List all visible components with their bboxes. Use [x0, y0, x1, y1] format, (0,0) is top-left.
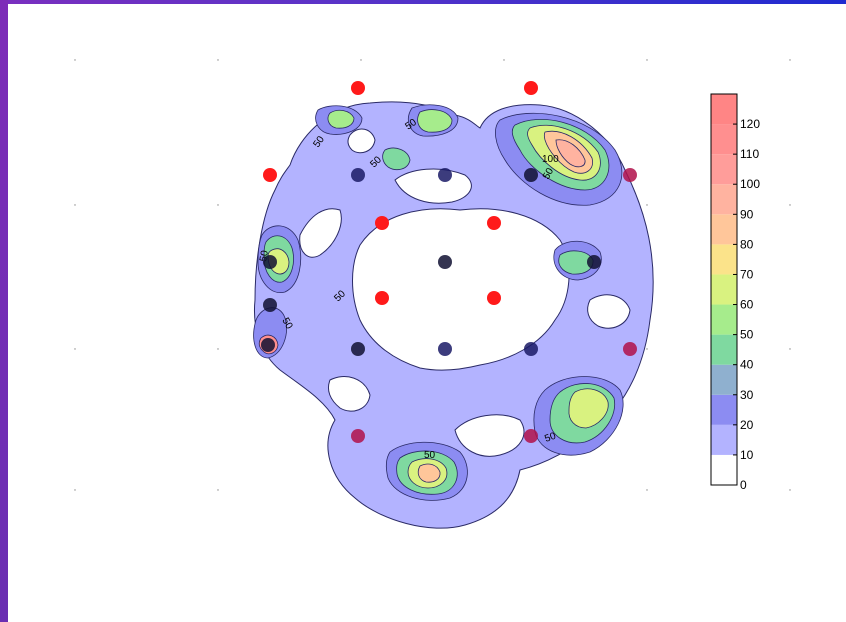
colorbar-band — [711, 334, 737, 365]
colorbar-band — [711, 364, 737, 395]
colorbar-band — [711, 214, 737, 245]
sensor-marker — [351, 168, 365, 182]
slide-top-border — [0, 0, 846, 4]
sensor-marker — [438, 255, 452, 269]
hole-upper-left — [347, 128, 376, 154]
band-60 — [568, 388, 609, 429]
sensor-marker — [487, 216, 501, 230]
grid-mark — [217, 204, 219, 206]
colorbar-tick-label: 90 — [740, 207, 754, 221]
sensor-marker — [623, 342, 637, 356]
colorbar-tick-label: 10 — [740, 448, 754, 462]
colorbar-band — [711, 394, 737, 425]
sensor-marker — [375, 291, 389, 305]
grid-mark — [789, 489, 791, 491]
grid-mark — [74, 204, 76, 206]
colorbar-tick-label: 120 — [740, 117, 760, 131]
grid-mark — [74, 59, 76, 61]
sensor-marker — [438, 168, 452, 182]
band-40 — [327, 109, 355, 129]
sensor-marker — [587, 255, 601, 269]
grid-mark — [503, 59, 505, 61]
sensor-marker — [524, 81, 538, 95]
contour-plot — [253, 101, 654, 529]
sensor-marker — [375, 216, 389, 230]
grid-mark — [789, 348, 791, 350]
sensor-marker — [438, 342, 452, 356]
sensor-marker — [524, 429, 538, 443]
grid-mark — [74, 348, 76, 350]
band-40 — [558, 250, 594, 275]
grid-mark — [217, 348, 219, 350]
grid-mark — [217, 489, 219, 491]
contour-label: 50 — [543, 431, 558, 445]
grid-mark — [646, 59, 648, 61]
grid-mark — [360, 59, 362, 61]
colorbar-band — [711, 94, 737, 125]
sensor-marker — [263, 255, 277, 269]
colorbar-tick-label: 110 — [740, 147, 759, 161]
colorbar-band — [711, 184, 737, 215]
sensor-marker — [524, 168, 538, 182]
colorbar-tick-label: 20 — [740, 418, 754, 432]
hole-top — [394, 168, 472, 204]
grid-mark — [646, 204, 648, 206]
colorbar-band — [711, 124, 737, 155]
band-40 — [417, 109, 453, 133]
colorbar-tick-label: 80 — [740, 237, 754, 251]
colorbar-band — [711, 424, 737, 455]
colorbar-frame — [710, 93, 738, 486]
hole-lower — [454, 414, 525, 457]
grid-mark — [789, 204, 791, 206]
colorbar-tick-label: 0 — [740, 478, 747, 492]
band-100 — [555, 139, 586, 168]
sensor-marker — [261, 338, 275, 352]
sensor-marker — [524, 342, 538, 356]
colorbar-band — [711, 244, 737, 275]
colorbar-tick-label: 60 — [740, 298, 754, 312]
sensor-marker — [351, 81, 365, 95]
contour-label: 50 — [424, 450, 436, 461]
hole-left — [299, 208, 342, 258]
colorbar-band — [711, 454, 737, 485]
sensor-marker — [263, 168, 277, 182]
sensor-marker — [487, 291, 501, 305]
sensor-marker — [623, 168, 637, 182]
colorbar: 0 10 20 30 40 50 60 70 80 90 100 110 120 — [710, 93, 760, 492]
grid-mark — [217, 59, 219, 61]
band-80 — [417, 463, 441, 483]
contour-label: 50 — [279, 316, 294, 332]
hole-lower-left — [327, 376, 371, 412]
band-40 — [382, 147, 411, 171]
sensor-marker — [263, 298, 277, 312]
markers — [261, 81, 637, 443]
hole-right — [587, 294, 631, 329]
colorbar-band — [711, 154, 737, 185]
sensor-marker — [351, 429, 365, 443]
colorbar-tick-label: 50 — [740, 328, 754, 342]
slide-left-border — [0, 0, 8, 622]
contour-label: 100 — [542, 154, 559, 165]
grid-mark — [789, 59, 791, 61]
colorbar-tick-label: 30 — [740, 388, 754, 402]
contour-labels: 50 50 50 100 50 50 50 50 50 50 — [258, 117, 559, 461]
grid-mark — [646, 489, 648, 491]
grid-mark — [646, 348, 648, 350]
hole-center — [352, 208, 570, 371]
colorbar-band — [711, 304, 737, 335]
colorbar-tick-label: 70 — [740, 267, 754, 281]
grid-mark — [74, 489, 76, 491]
colorbar-tick-label: 40 — [740, 358, 754, 372]
colorbar-tick-label: 100 — [740, 177, 760, 191]
sensor-marker — [351, 342, 365, 356]
contour-label: 50 — [541, 166, 556, 182]
colorbar-band — [711, 274, 737, 305]
